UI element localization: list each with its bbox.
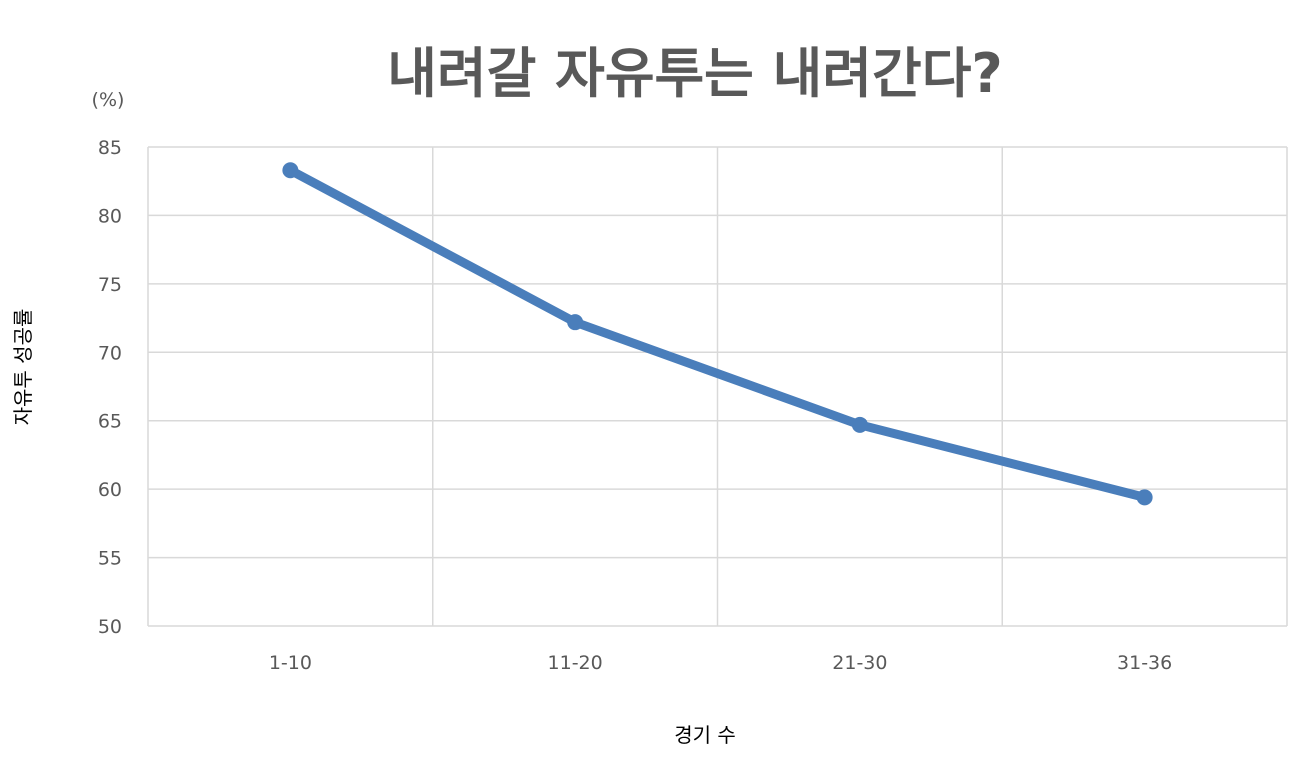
y-tick-label: 60 [98,479,122,501]
y-tick-label: 70 [98,342,122,364]
y-tick-label: 80 [98,205,122,227]
y-unit-label: (%) [92,89,125,111]
y-axis-label: 자유투 성공률 [11,309,35,426]
x-tick-label: 11-20 [548,652,603,674]
data-point [851,416,868,433]
x-tick-label: 31-36 [1117,652,1172,674]
y-tick-label: 50 [98,616,122,638]
y-tick-label: 85 [98,137,122,159]
y-tick-label: 55 [98,548,122,570]
chart-title: 내려갈 자유투는 내려간다? [387,42,1002,105]
x-tick-label: 1-10 [269,652,312,674]
data-point [282,162,299,179]
y-tick-label: 65 [98,411,122,433]
series-line [288,166,1146,502]
data-point [567,314,584,331]
x-tick-label: 21-30 [832,652,887,674]
y-tick-label: 75 [98,274,122,296]
data-point [1136,489,1153,506]
x-axis-label: 경기 수 [674,723,736,747]
